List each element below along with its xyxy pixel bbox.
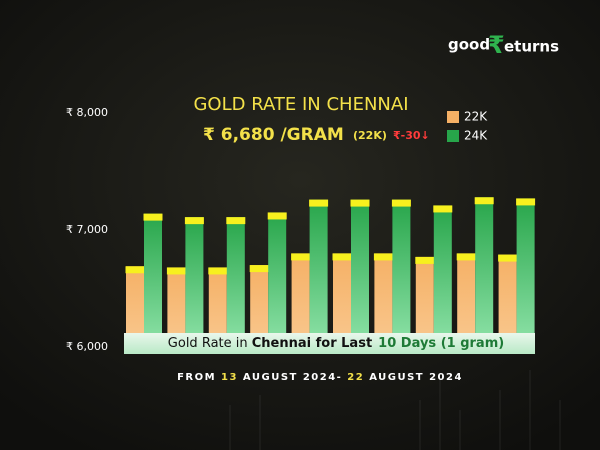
footer-part: 22	[347, 372, 364, 383]
banner-part: 10 Days (1 gram)	[378, 336, 504, 351]
bar-cap	[433, 205, 453, 213]
bar-cap	[373, 253, 393, 261]
logo-symbol: ₹	[488, 31, 505, 59]
bar-cap	[166, 267, 186, 275]
banner	[124, 333, 535, 354]
logo-good: good	[448, 36, 490, 54]
bar	[374, 253, 393, 347]
bar	[392, 199, 411, 347]
footer-part: 13	[221, 372, 238, 383]
bar	[126, 266, 144, 347]
bar-cap	[291, 253, 311, 261]
bar-cap	[226, 217, 246, 225]
bar-cap	[456, 253, 476, 261]
bar-cap	[350, 199, 370, 207]
bar	[291, 253, 310, 347]
bar-cap	[184, 217, 204, 225]
footer-part: AUGUST 2024-	[238, 372, 347, 383]
y-tick-label: ₹ 6,000	[66, 340, 108, 353]
bar-cap	[332, 253, 352, 261]
footer-part: AUGUST 2024	[364, 372, 463, 383]
legend-swatch	[447, 111, 459, 123]
logo-eturns: eturns	[504, 38, 559, 56]
bar-cap	[516, 198, 536, 206]
bar	[185, 217, 204, 347]
banner-text: Gold Rate in Chennai for Last 10 Days (1 …	[168, 336, 504, 351]
bar	[268, 212, 287, 347]
bar	[433, 205, 452, 347]
bar-cap	[391, 199, 411, 207]
legend-label: 22K	[464, 110, 488, 124]
bar-cap	[498, 254, 518, 262]
legend-swatch	[447, 130, 459, 142]
bar	[516, 198, 535, 347]
bar	[333, 253, 351, 347]
y-tick-label: ₹ 7,000	[66, 223, 108, 236]
background-decoration	[229, 370, 561, 450]
bar	[226, 217, 245, 347]
bar-cap	[125, 266, 145, 274]
footer: FROM 13 AUGUST 2024- 22 AUGUST 2024	[177, 372, 463, 383]
banner-part: Chennai for Last	[252, 336, 372, 351]
banner-part: Gold Rate in	[168, 336, 252, 351]
legend-label: 24K	[464, 129, 488, 143]
bar	[457, 253, 476, 347]
bar	[250, 265, 269, 347]
bar-cap	[309, 199, 329, 207]
price-change: ₹-30↓	[393, 129, 430, 142]
bar	[309, 199, 328, 347]
bar-cap	[267, 212, 287, 220]
price: ₹ 6,680 /GRAM	[203, 125, 344, 145]
y-tick-label: ₹ 8,000	[66, 106, 108, 119]
bar	[475, 197, 494, 347]
bar	[415, 256, 434, 347]
price-karat: (22K)	[353, 129, 387, 142]
bar	[144, 213, 162, 347]
bar-cap	[208, 267, 228, 275]
footer-part: FROM	[177, 372, 221, 383]
bar-cap	[474, 197, 494, 205]
chart-title: GOLD RATE IN CHENNAI	[193, 94, 408, 115]
bar-cap	[415, 256, 435, 264]
bar-cap	[143, 213, 163, 221]
bar	[208, 267, 227, 347]
bar	[167, 267, 186, 347]
bar-cap	[249, 265, 269, 273]
bar	[351, 199, 369, 347]
bar	[498, 254, 517, 347]
